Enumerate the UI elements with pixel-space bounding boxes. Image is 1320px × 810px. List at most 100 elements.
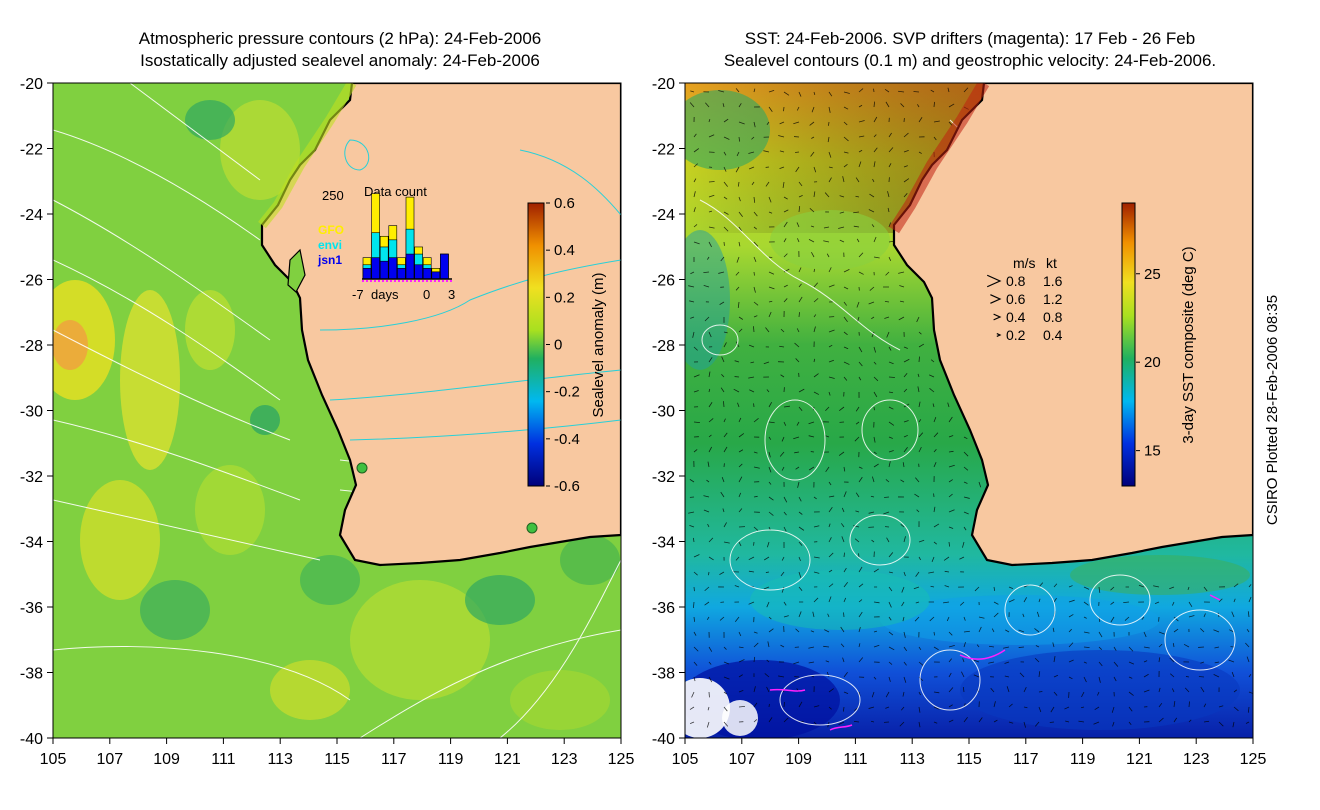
left-station-marker-1 (356, 462, 368, 474)
velocity-arrow (1005, 629, 1010, 633)
velocity-arrow (1170, 673, 1175, 678)
velocity-arrow (929, 374, 935, 378)
velocity-arrow (828, 121, 830, 126)
velocity-arrow (918, 661, 924, 666)
velocity-arrow (723, 691, 728, 695)
velocity-arrow (1098, 586, 1101, 593)
velocity-arrow (1158, 717, 1164, 723)
velocity-arrow (1052, 642, 1055, 648)
velocity-arrow (810, 151, 815, 157)
velocity-arrow (703, 271, 710, 274)
velocity-arrow (828, 177, 832, 183)
velocity-arrow (873, 601, 880, 604)
velocity-arrow (973, 659, 980, 663)
velocity-arrow (783, 209, 789, 213)
sla-colorbar-tick-label: -0.2 (554, 384, 580, 401)
velocity-arrow (1172, 601, 1175, 606)
velocity-arrow (767, 641, 770, 648)
velocity-arrow (870, 720, 875, 723)
velocity-arrow (858, 626, 861, 633)
velocity-arrow (768, 211, 773, 214)
velocity-arrow (738, 659, 745, 663)
velocity-arrow (753, 286, 756, 293)
velocity-arrow (918, 691, 921, 696)
right-lat-label: -30 (652, 404, 675, 421)
velocity-arrow (872, 476, 875, 483)
velocity-arrow (993, 612, 999, 618)
velocity-arrow (903, 150, 909, 153)
left-lon-label: 105 (40, 751, 67, 768)
right-lon-label: 109 (785, 751, 812, 768)
velocity-arrow (723, 151, 727, 156)
velocity-arrow (930, 585, 935, 588)
velocity-arrow (900, 706, 905, 711)
velocity-arrow (723, 646, 727, 650)
velocity-arrow (841, 536, 845, 543)
inset-legend-jsn1: jsn1 (317, 253, 342, 267)
velocity-arrow (933, 449, 937, 453)
right-lat-label: -28 (652, 338, 675, 355)
velocity-arrow (1034, 657, 1040, 663)
inset-bar-jsn1 (362, 268, 372, 280)
velocity-arrow (843, 466, 846, 472)
velocity-arrow (1083, 616, 1087, 619)
velocity-arrow (842, 706, 845, 712)
velocity-legend-arrow (993, 313, 1002, 321)
velocity-arrow (1023, 706, 1028, 709)
velocity-arrow (1035, 645, 1040, 648)
right-lat-label: -22 (652, 142, 675, 159)
velocity-arrow (843, 301, 847, 306)
velocity-arrow (973, 674, 980, 678)
velocity-arrow (839, 195, 845, 198)
left-lat-label: -32 (20, 469, 43, 486)
velocity-arrow (1203, 703, 1207, 708)
velocity-arrow (1218, 705, 1224, 708)
velocity-arrow (781, 466, 785, 471)
velocity-arrow (1113, 661, 1119, 667)
velocity-arrow (719, 301, 725, 305)
velocity-arrow (738, 541, 742, 547)
left-lat-label: -24 (20, 207, 43, 224)
velocity-arrow (1246, 628, 1250, 633)
velocity-arrow (1200, 661, 1205, 664)
velocity-arrow (798, 267, 802, 273)
velocity-arrow (736, 256, 740, 263)
velocity-arrow (873, 391, 878, 398)
velocity-arrow (959, 556, 965, 560)
left-lat-label: -36 (20, 600, 43, 617)
velocity-arrow (753, 631, 758, 634)
velocity-arrow (873, 147, 878, 153)
velocity-arrow (813, 391, 820, 395)
velocity-arrow (1004, 661, 1010, 664)
sst-colorbar-gradient (1121, 202, 1136, 487)
velocity-arrow (811, 136, 815, 139)
velocity-arrow (913, 586, 920, 590)
velocity-arrow (944, 570, 950, 573)
velocity-arrow (779, 451, 785, 457)
velocity-arrow (1233, 598, 1236, 603)
velocity-arrow (753, 88, 756, 93)
velocity-arrow (1218, 721, 1224, 727)
velocity-arrow (873, 116, 878, 123)
velocity-arrow (707, 706, 710, 711)
velocity-arrow (753, 121, 756, 128)
velocity-arrow (719, 616, 725, 621)
velocity-arrow (903, 646, 908, 652)
velocity-arrow (768, 466, 772, 473)
velocity-arrow (843, 91, 850, 94)
velocity-arrow (1213, 673, 1220, 678)
velocity-arrow (903, 373, 908, 378)
velocity-arrow (1218, 598, 1223, 603)
velocity-arrow (1049, 721, 1055, 723)
velocity-arrow (720, 256, 725, 262)
velocity-arrow (903, 676, 907, 683)
velocity-arrow (828, 688, 834, 693)
right-lat-label: -24 (652, 207, 675, 224)
velocity-arrow (808, 435, 815, 438)
velocity-arrow (798, 181, 803, 187)
velocity-arrow (753, 642, 759, 648)
velocity-arrow (828, 552, 834, 558)
left-lon-label: 111 (211, 751, 235, 768)
velocity-arrow (918, 721, 921, 728)
velocity-arrow (825, 466, 830, 473)
